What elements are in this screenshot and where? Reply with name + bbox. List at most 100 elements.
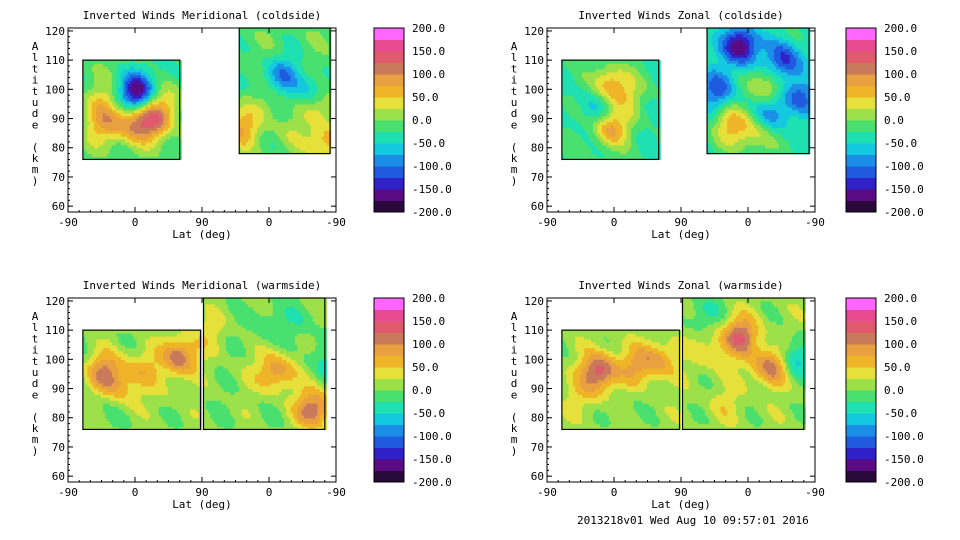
field-cell bbox=[123, 150, 126, 155]
field-cell bbox=[132, 153, 135, 158]
field-cell bbox=[178, 68, 182, 73]
field-cell bbox=[100, 60, 104, 64]
field-cell bbox=[111, 68, 115, 73]
field-cell bbox=[143, 95, 147, 99]
field-cell bbox=[111, 63, 115, 67]
field-cell bbox=[138, 106, 142, 111]
field-cell bbox=[96, 156, 100, 161]
field-cell bbox=[87, 60, 91, 64]
field-cell bbox=[140, 92, 144, 96]
field-cell bbox=[94, 127, 97, 131]
field-cell bbox=[91, 71, 95, 76]
field-cell bbox=[129, 77, 133, 82]
field-cell bbox=[245, 147, 249, 152]
field-cell bbox=[138, 103, 142, 108]
field-cell bbox=[248, 80, 251, 85]
field-cell bbox=[158, 68, 162, 73]
field-cell bbox=[111, 98, 115, 102]
field-cell bbox=[107, 109, 111, 114]
field-cell bbox=[174, 127, 178, 131]
field-cell bbox=[172, 65, 176, 70]
field-cell bbox=[87, 95, 91, 99]
field-cell bbox=[134, 60, 138, 64]
field-cell bbox=[239, 115, 243, 120]
field-cell bbox=[152, 156, 155, 161]
field-cell bbox=[125, 77, 129, 82]
field-cell bbox=[134, 95, 138, 99]
field-cell bbox=[176, 141, 180, 146]
field-cell bbox=[134, 144, 138, 149]
field-cell bbox=[89, 150, 93, 155]
field-cell bbox=[140, 63, 144, 67]
colorbar-tick-label: 0.0 bbox=[412, 114, 432, 127]
field-cell bbox=[239, 28, 243, 32]
field-cell bbox=[105, 109, 109, 114]
field-cell bbox=[138, 60, 142, 64]
field-cell bbox=[114, 103, 117, 108]
field-cell bbox=[154, 83, 158, 88]
field-cell bbox=[100, 144, 104, 149]
field-cell bbox=[123, 77, 126, 82]
field-cell bbox=[145, 133, 149, 137]
field-cell bbox=[147, 101, 151, 105]
field-cell bbox=[89, 133, 93, 137]
field-cell bbox=[158, 101, 162, 105]
field-cell bbox=[241, 68, 245, 73]
field-cell bbox=[158, 147, 162, 152]
field-cell bbox=[132, 127, 135, 131]
field-cell bbox=[165, 83, 169, 88]
field-cell bbox=[134, 133, 138, 137]
field-cell bbox=[172, 153, 176, 158]
field-cell bbox=[145, 103, 149, 108]
field-cell bbox=[87, 83, 91, 88]
field-cell bbox=[116, 89, 120, 93]
field-cell bbox=[245, 121, 249, 125]
field-cell bbox=[178, 118, 182, 123]
field-cell bbox=[125, 68, 129, 73]
field-cell bbox=[100, 115, 104, 120]
field-cell bbox=[149, 77, 153, 82]
field-cell bbox=[165, 130, 169, 134]
field-cell bbox=[123, 95, 126, 99]
field-cell bbox=[89, 77, 93, 82]
field-cell bbox=[176, 60, 180, 64]
field-cell bbox=[145, 141, 149, 146]
field-cell bbox=[102, 103, 106, 108]
field-cell bbox=[143, 74, 147, 79]
field-cell bbox=[111, 89, 115, 93]
field-cell bbox=[107, 141, 111, 146]
field-cell bbox=[167, 115, 171, 120]
field-cell bbox=[165, 92, 169, 96]
field-cell bbox=[158, 95, 162, 99]
field-cell bbox=[241, 103, 245, 108]
field-cell bbox=[120, 144, 124, 149]
field-cell bbox=[87, 133, 91, 137]
field-cell bbox=[102, 106, 106, 111]
field-cell bbox=[94, 92, 97, 96]
colorbar-segment bbox=[374, 200, 404, 213]
field-cell bbox=[143, 133, 147, 137]
field-cell bbox=[245, 28, 249, 32]
field-cell bbox=[152, 83, 155, 88]
field-cell bbox=[132, 136, 135, 140]
field-cell bbox=[245, 141, 249, 146]
field-cell bbox=[96, 124, 100, 128]
field-cell bbox=[85, 109, 88, 114]
field-cell bbox=[100, 95, 104, 99]
field-cell bbox=[94, 156, 97, 161]
field-cell bbox=[152, 115, 155, 120]
field-cell bbox=[107, 124, 111, 128]
field-cell bbox=[174, 115, 178, 120]
field-cell bbox=[114, 153, 117, 158]
field-cell bbox=[118, 103, 122, 108]
field-cell bbox=[154, 65, 158, 70]
field-cell bbox=[145, 77, 149, 82]
field-cell bbox=[102, 74, 106, 79]
field-cell bbox=[169, 103, 173, 108]
field-cell bbox=[243, 51, 247, 55]
field-cell bbox=[140, 130, 144, 134]
field-cell bbox=[156, 80, 160, 85]
field-cell bbox=[134, 121, 138, 125]
field-cell bbox=[116, 83, 120, 88]
field-cell bbox=[94, 98, 97, 102]
